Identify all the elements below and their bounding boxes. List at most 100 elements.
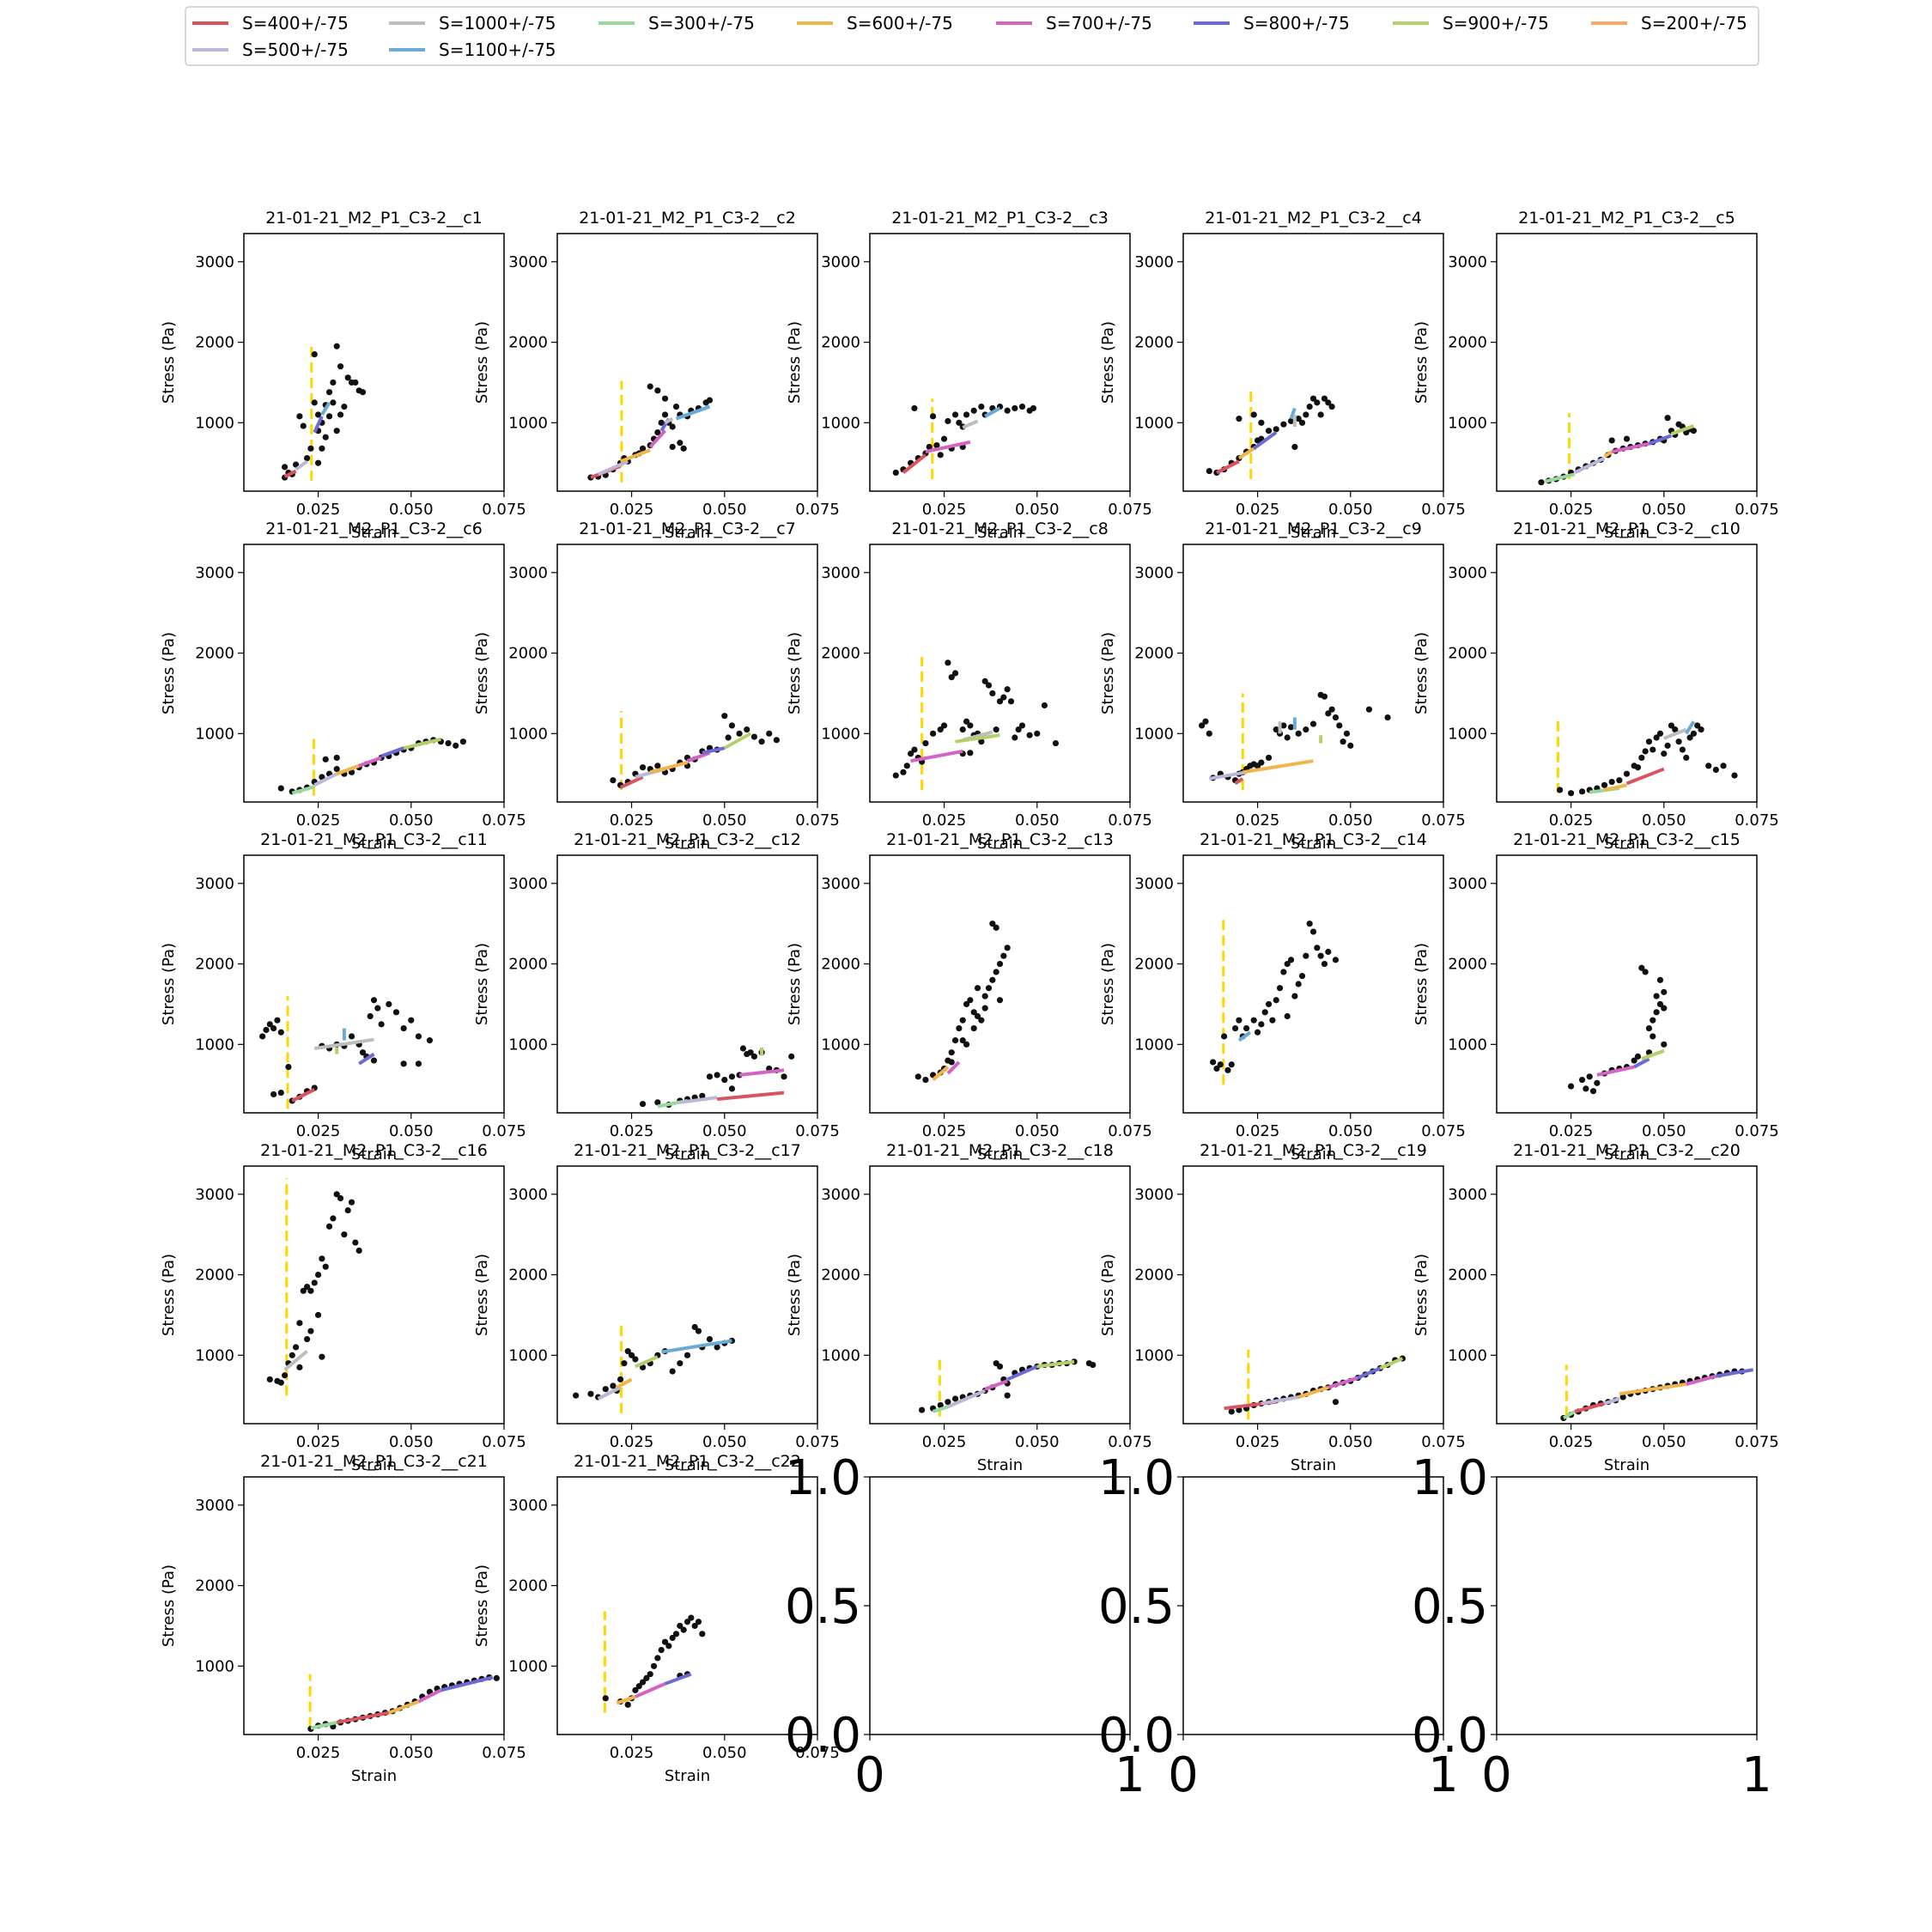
subplot-title: 21-01-21_M2_P1_C3-2__c17 [574,1141,801,1160]
data-point [639,1101,647,1108]
x-axis-label: Strain [977,1145,1023,1163]
data-point [285,1063,292,1071]
data-point [654,762,661,769]
fit-segment [313,1037,374,1050]
y-tick-label: 2000 [1448,1267,1487,1285]
y-tick-label: 1000 [195,1036,234,1054]
data-point [1653,993,1660,999]
data-point [978,1017,985,1024]
data-point [322,434,329,440]
x-tick-label: 0.075 [1108,1433,1152,1451]
data-point [296,413,303,420]
fit-segment [1686,1374,1716,1386]
fit-segment [1234,777,1244,786]
plot-area [1224,1349,1406,1420]
data-point [333,765,340,773]
data-point [367,1012,374,1020]
fit-segment [648,429,666,448]
data-point [996,1363,1004,1370]
y-tick-label: 3000 [821,564,860,582]
axes-frame [1182,854,1444,1114]
data-point [1343,730,1351,737]
x-tick-label: 0.025 [1236,1122,1280,1140]
data-point [647,383,653,390]
x-tick-label: 1 [1741,1747,1772,1803]
y-tick-label: 1000 [821,725,860,743]
fit-segment [723,732,752,750]
fit-segment [597,1386,622,1400]
data-point [1280,722,1287,729]
y-tick-label: 2000 [508,334,548,352]
x-tick-label: 1 [1428,1747,1459,1803]
y-tick-label: 1000 [508,414,548,432]
x-axis-label: Strain [1604,1145,1649,1163]
fit-segment [1297,1385,1329,1399]
fit-segment [1237,1030,1252,1042]
data-point [766,730,773,737]
y-tick-label: 2000 [1134,1267,1174,1285]
axes-frame [243,233,505,492]
subplot-20: 21-01-21_M2_P1_C3-2__c20 0.025 0.050 0.075 1… [1413,1141,1779,1474]
data-point [1325,710,1332,717]
data-point [747,1049,754,1056]
axes-frame [556,854,818,1114]
y-tick-label: 1000 [508,725,548,743]
data-point [1295,981,1302,987]
fit-segment [1289,407,1297,420]
x-tick-label: 0.025 [610,1433,654,1451]
y-tick-label: 1000 [1134,1346,1174,1364]
data-point [1314,945,1321,951]
data-point [672,1631,680,1637]
x-axis-label: Strain [1291,1456,1336,1474]
data-point [1705,762,1712,769]
axes-frame [1496,233,1758,492]
data-point [1653,1009,1660,1016]
data-point [266,1376,273,1383]
x-tick-label: 0.025 [1549,501,1594,519]
y-axis-label: Stress (Pa) [786,632,804,714]
data-point [914,1073,921,1080]
y-tick-label: 3000 [821,1186,860,1204]
subplot-title: 21-01-21_M2_P1_C3-2__c14 [1200,830,1427,849]
data-point [1004,686,1011,693]
plot-area [1206,388,1335,479]
data-point [493,1674,500,1681]
data-point [370,997,378,1004]
data-point [714,1072,720,1078]
y-tick-label: 1000 [508,1036,548,1054]
legend-item: S=200+/-75 [1591,13,1747,33]
axes-frame [556,233,818,492]
y-tick-label: 2000 [821,645,860,663]
axes-frame [869,544,1131,803]
subplot-16: 21-01-21_M2_P1_C3-2__c16 0.025 0.050 0.075 1… [160,1141,526,1474]
data-point [1664,742,1671,749]
data-point [1236,1017,1242,1024]
legend-label: S=900+/-75 [1443,13,1549,33]
x-tick-label: 0.050 [702,811,747,829]
subplot-18: 21-01-21_M2_P1_C3-2__c18 0.025 0.050 0.075 1… [786,1141,1152,1474]
data-point [1683,754,1690,762]
y-tick-label: 0.0 [1098,1708,1175,1764]
data-point [400,1024,407,1032]
data-point [744,726,750,733]
data-point [1661,1005,1668,1012]
data-point [1280,421,1287,428]
data-point [1018,403,1026,410]
axes-frame [1496,854,1758,1114]
x-tick-label: 0.050 [389,1122,434,1140]
x-axis-label: Strain [665,1145,710,1163]
plot-area [914,920,1011,1084]
data-point [333,428,340,434]
y-tick-label: 1000 [508,1346,548,1364]
x-axis-label: Strain [977,524,1023,542]
x-axis-label: Strain [351,1456,397,1474]
data-point [739,1045,747,1052]
data-point [348,1199,355,1206]
data-point [300,1287,307,1294]
data-point [1679,746,1686,753]
fit-segment [283,1350,308,1371]
x-tick-label: 0.050 [1328,501,1373,519]
data-point [926,443,933,451]
legend-label: S=500+/-75 [242,39,349,60]
y-tick-label: 3000 [195,1497,234,1515]
